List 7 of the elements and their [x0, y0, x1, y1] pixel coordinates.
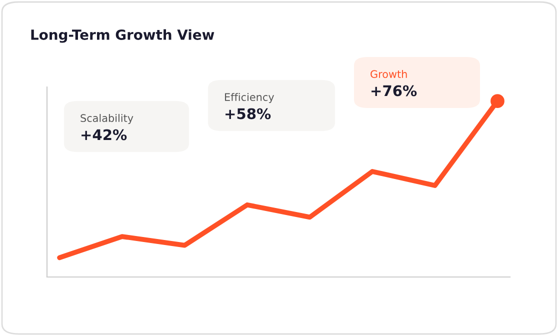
chart-title: Long-Term Growth View: [31, 29, 214, 43]
annotation: +58%: [226, 108, 271, 120]
annotation: +42%: [82, 129, 127, 140]
annotation: Scalability: [80, 114, 134, 124]
annotation: Efficiency: [225, 92, 274, 104]
text: +76%: [372, 85, 417, 96]
text: Growth: [370, 70, 407, 78]
